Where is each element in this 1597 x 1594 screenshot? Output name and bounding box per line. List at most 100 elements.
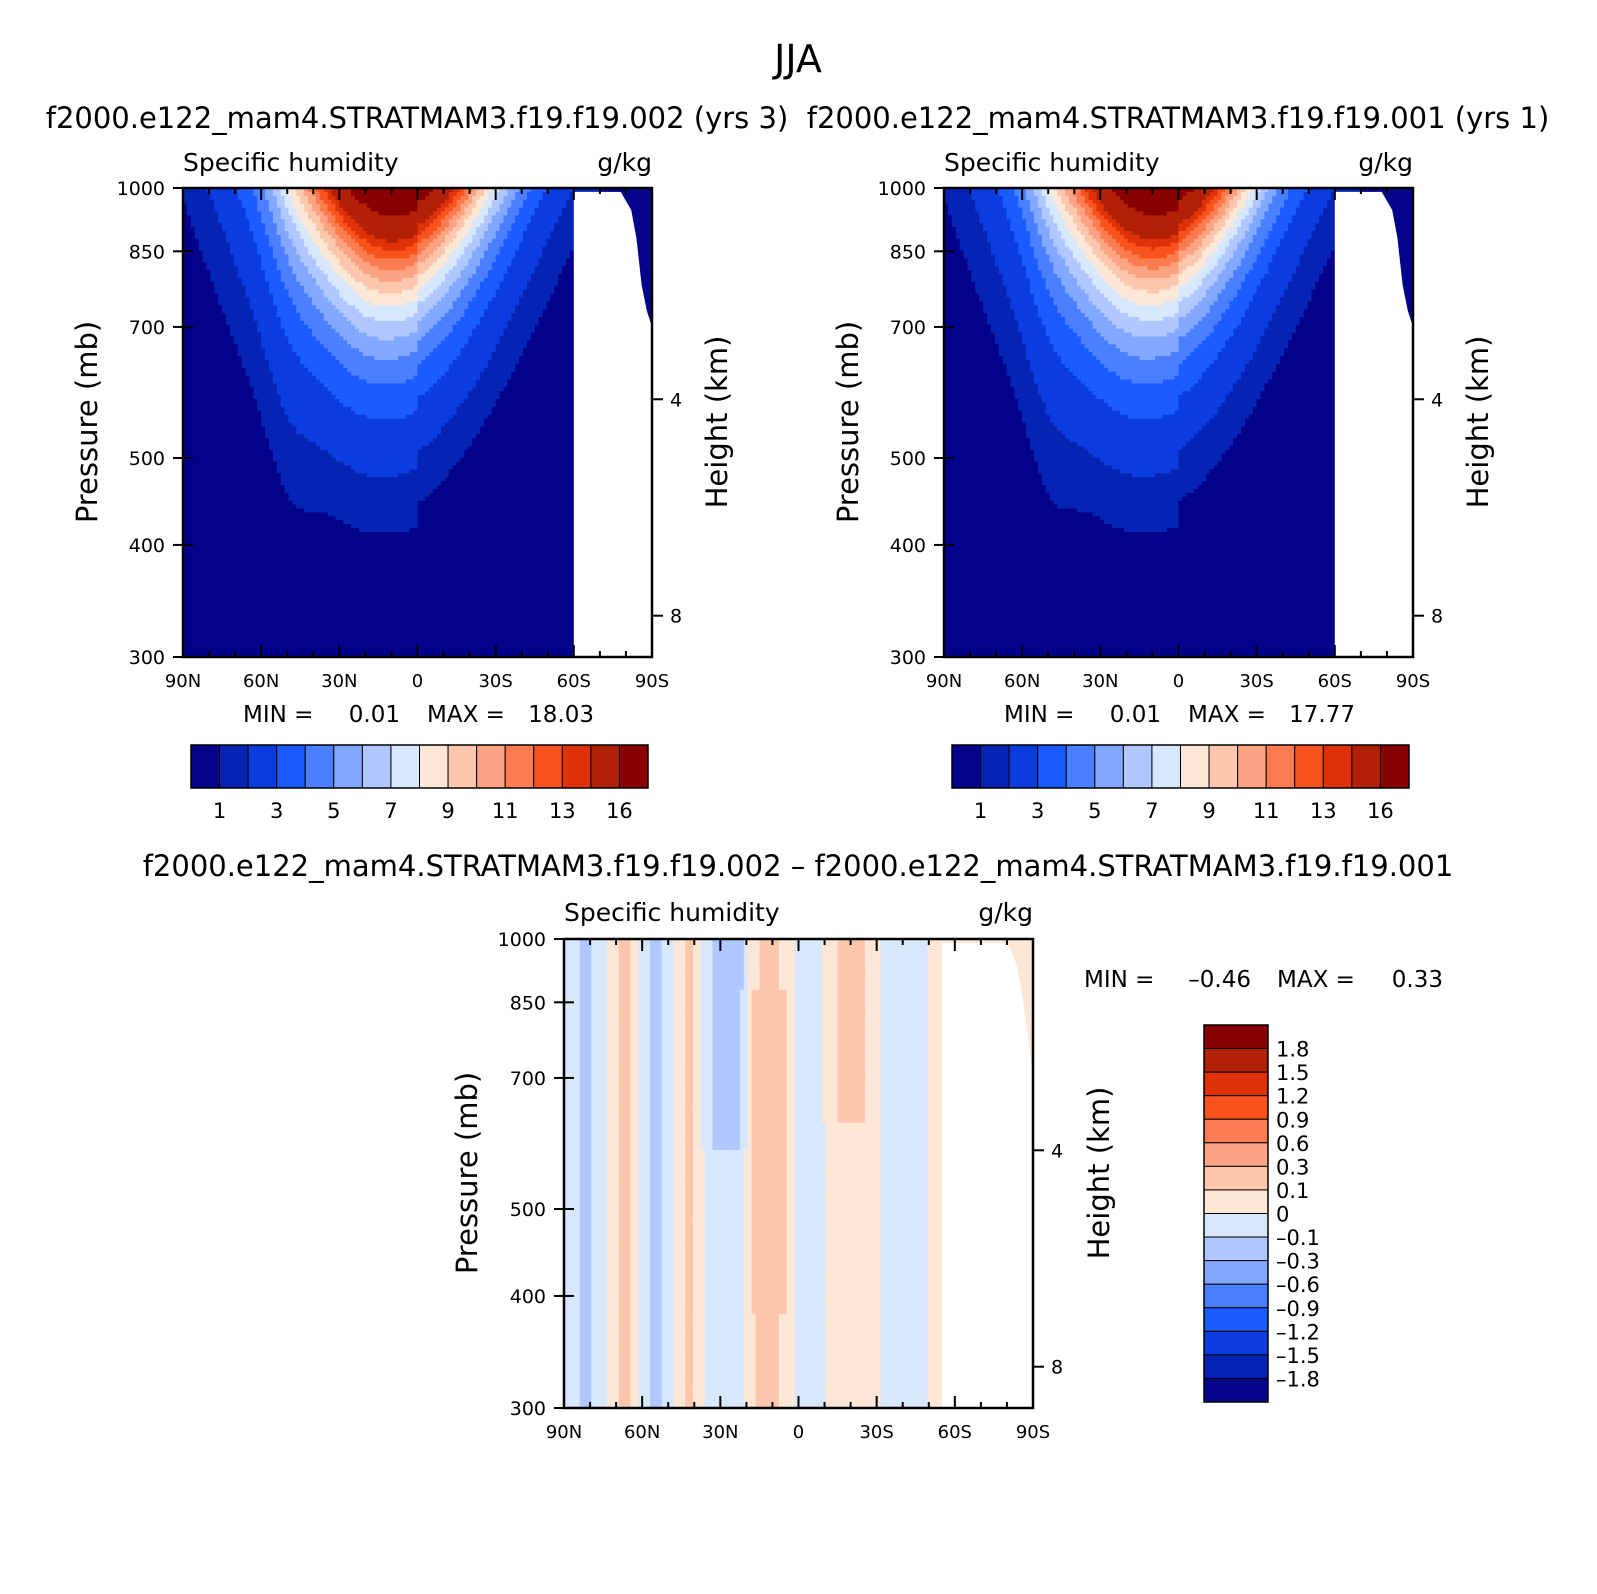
contour-cell <box>1092 250 1105 256</box>
contour-cell <box>786 1177 796 1182</box>
contour-cell <box>685 1040 694 1046</box>
contour-cell <box>712 1130 741 1136</box>
contour-cell <box>483 250 501 256</box>
contour-cell <box>712 1118 741 1124</box>
contour-cell <box>319 195 329 201</box>
contour-cell <box>630 954 639 960</box>
contour-cell <box>464 449 652 455</box>
contour-cell <box>739 1138 749 1143</box>
contour-cell <box>591 1138 608 1143</box>
contour-cell <box>825 1157 882 1163</box>
contour-cell <box>618 1263 632 1268</box>
contour-cell <box>743 1196 753 1202</box>
contour-cell <box>579 1333 592 1339</box>
contour-cell <box>347 254 360 259</box>
contour-cell <box>638 1349 651 1354</box>
contour-cell <box>591 1251 608 1257</box>
contour-cell <box>661 1107 675 1112</box>
contour-cell <box>794 1200 827 1206</box>
contour-cell <box>1115 191 1187 197</box>
contour-cell <box>564 1275 581 1280</box>
contour-cell <box>370 242 415 248</box>
contour-cell <box>618 1247 632 1253</box>
contour-cell <box>794 1060 823 1065</box>
contour-cell <box>794 1263 827 1268</box>
contour-cell <box>1186 254 1203 259</box>
contour-cell <box>700 1052 714 1057</box>
contour-cell <box>794 966 823 971</box>
colorbar-box <box>419 744 449 789</box>
contour-cell <box>630 1165 639 1171</box>
contour-cell <box>786 1216 796 1221</box>
contour-cell <box>649 946 663 952</box>
contour-cell <box>233 262 262 267</box>
contour-cell <box>983 309 1015 314</box>
contour-cell <box>183 555 652 560</box>
contour-cell <box>944 563 1413 568</box>
contour-cell <box>1104 520 1180 525</box>
contour-cell <box>794 962 823 967</box>
contour-cell <box>880 1259 929 1264</box>
contour-cell <box>315 223 325 228</box>
contour-cell <box>591 1099 608 1104</box>
contour-cell <box>1186 332 1211 338</box>
contour-cell <box>692 1282 706 1288</box>
contour-cell <box>296 430 442 435</box>
contour-cell <box>1194 383 1234 388</box>
contour-cell <box>618 978 632 983</box>
contour-cell <box>630 1134 639 1139</box>
contour-cell <box>1237 246 1250 252</box>
contour-cell <box>480 371 512 377</box>
contour-cell <box>1182 391 1230 396</box>
contour-cell <box>526 281 559 287</box>
contour-cell <box>692 966 702 971</box>
contour-cell <box>685 1110 694 1116</box>
contour-cell <box>692 1040 702 1046</box>
contour-cell <box>794 1310 827 1315</box>
contour-cell <box>1084 250 1094 256</box>
contour-cell <box>751 997 788 1003</box>
contour-cell <box>685 1075 694 1081</box>
contour-cell <box>864 1009 882 1014</box>
contour-cell <box>743 985 749 991</box>
contour-cell <box>864 1118 882 1124</box>
contour-cell <box>1190 277 1203 283</box>
contour-cell <box>1096 285 1113 291</box>
contour-cell <box>638 1302 651 1307</box>
contour-cell <box>1287 281 1316 287</box>
contour-cell <box>673 1161 686 1167</box>
contour-cell <box>618 1306 632 1311</box>
contour-cell <box>304 188 309 193</box>
contour-cell <box>821 1083 839 1089</box>
contour-cell <box>417 234 430 240</box>
contour-cell <box>1108 281 1125 287</box>
contour-cell <box>1221 348 1258 353</box>
contour-cell <box>253 316 282 322</box>
contour-cell <box>284 328 313 334</box>
panel-left-min-value: 0.01 <box>349 702 400 728</box>
contour-cell <box>1291 219 1320 224</box>
contour-cell <box>649 1251 663 1257</box>
contour-cell <box>751 1017 788 1022</box>
contour-cell <box>944 258 969 263</box>
contour-cell <box>751 1185 788 1190</box>
contour-cell <box>825 1153 882 1159</box>
contour-cell <box>268 363 305 369</box>
contour-cell <box>837 1110 866 1116</box>
contour-cell <box>1123 199 1180 205</box>
contour-cell <box>1182 297 1203 302</box>
contour-cell <box>323 316 348 322</box>
contour-cell <box>347 301 372 306</box>
contour-cell <box>649 1134 663 1139</box>
contour-cell <box>507 234 524 240</box>
contour-cell <box>673 1216 686 1221</box>
contour-cell <box>1178 277 1191 283</box>
contour-cell <box>311 191 321 197</box>
contour-cell <box>700 1146 714 1151</box>
contour-cell <box>1022 414 1051 420</box>
contour-cell <box>1080 266 1098 271</box>
contour-cell <box>476 289 497 295</box>
contour-cell <box>944 344 1000 349</box>
contour-cell <box>591 1193 608 1198</box>
contour-cell <box>433 305 454 310</box>
